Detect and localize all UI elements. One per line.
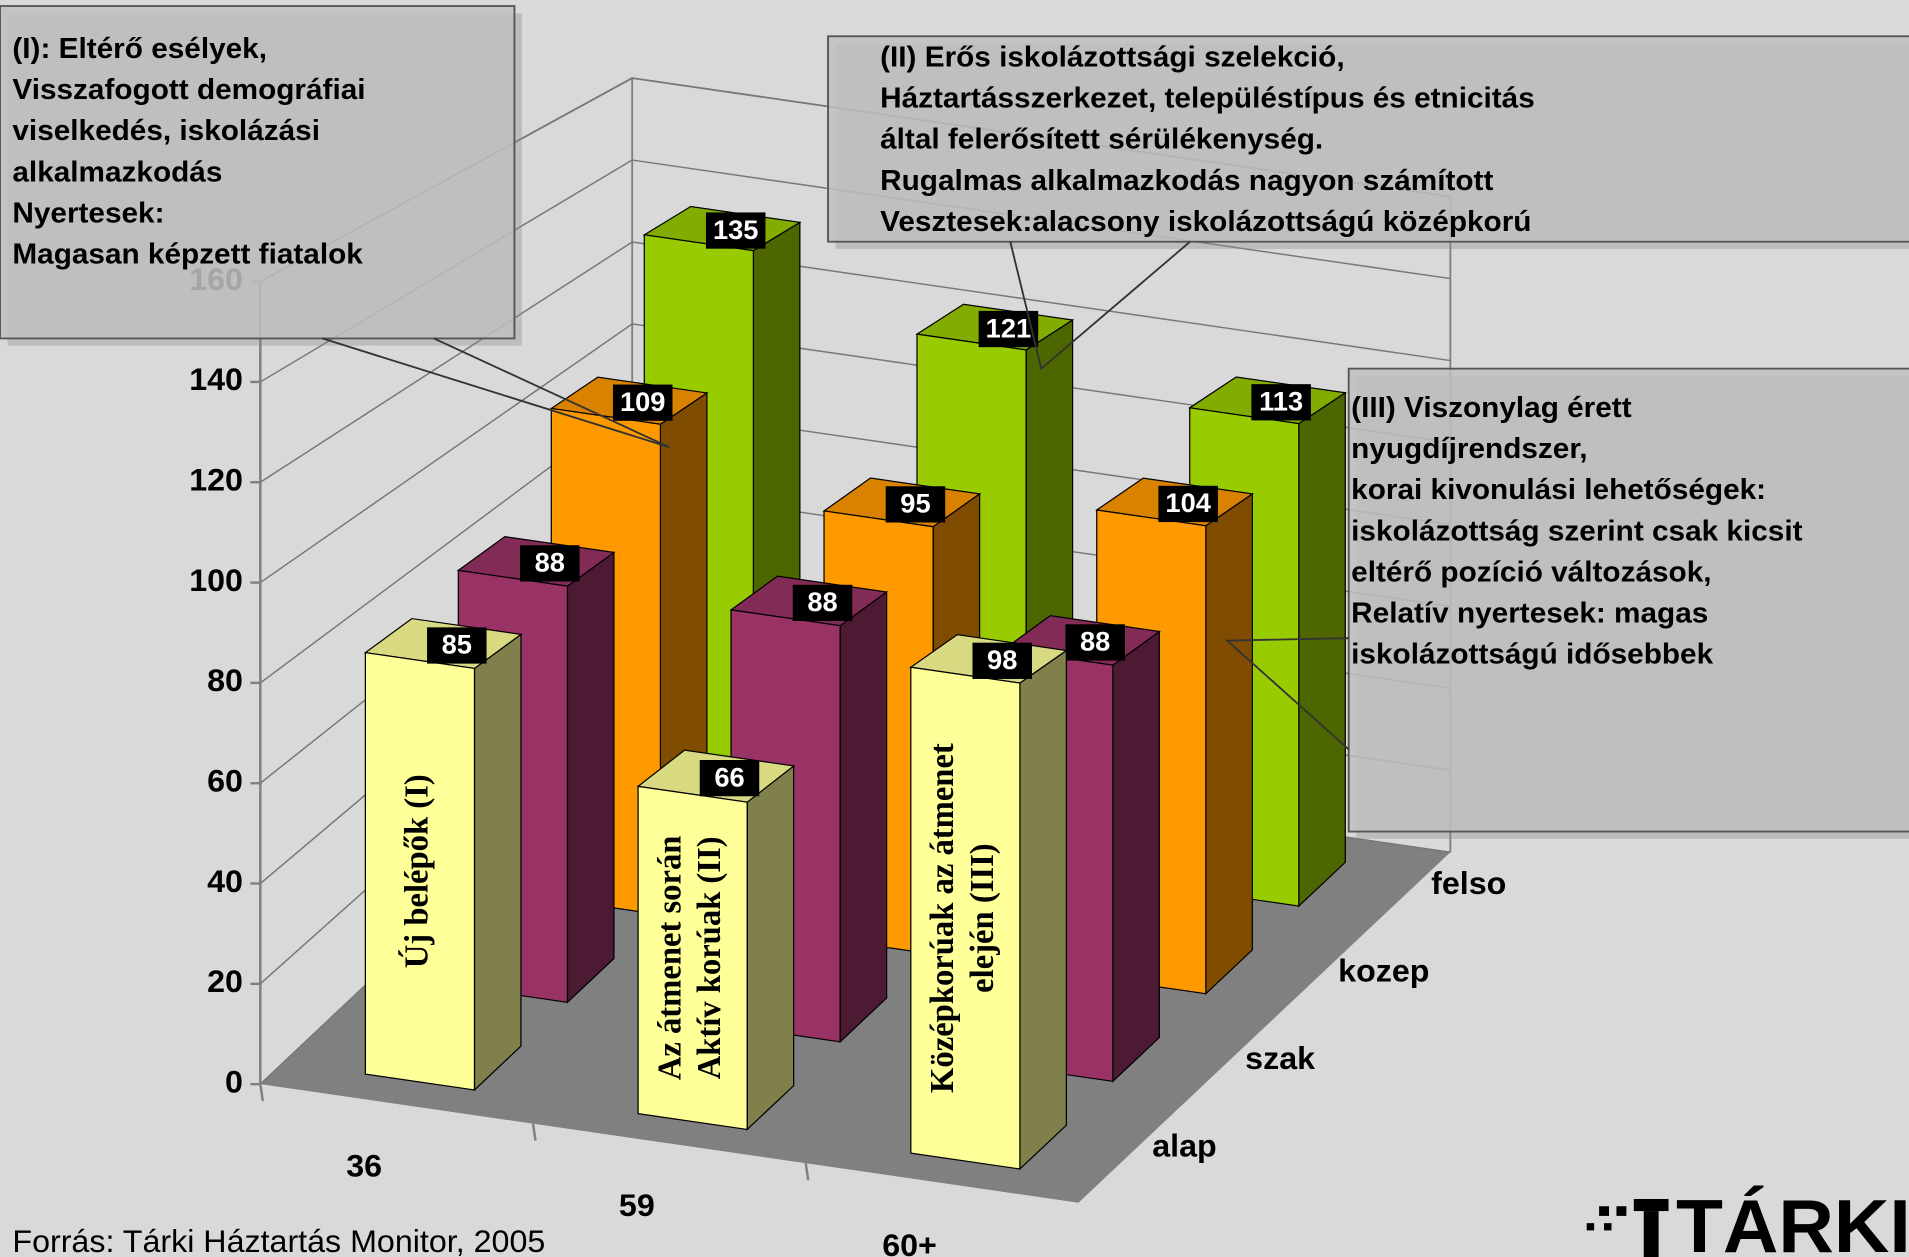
callout-pointer [1009,241,1191,371]
annotations: (I): Eltérő esélyek, Visszafogott demográ… [0,5,1909,839]
value-label-bg [792,584,853,622]
x-tick [259,1083,265,1102]
value-label-bg [699,760,760,797]
source: Forrás: Tárki Háztartás Monitor, 2005 [12,1224,545,1257]
y-tick-label: 40 [207,863,243,899]
value-label-bg [1158,485,1218,523]
bar-side [1205,492,1253,996]
annotation-line: nyugdíjrendszer, [1351,432,1587,465]
value-label: 113 [1259,387,1303,417]
annotation-line: által felerősített sérülékenység. [880,123,1323,156]
bar-side [566,551,615,1004]
annotation-line: eltérő pozíció változások, [1351,556,1711,589]
legend-label: felso [1431,865,1506,901]
bar-annotation-line: Új belépők (I) [397,774,435,968]
bar-side [746,764,795,1131]
annotation-line: viselkedés, iskolázási [12,115,320,148]
bar-side [1019,649,1067,1171]
annotation-line: korai kivonulási lehetőségek: [1351,474,1766,507]
value-label: 135 [713,215,759,245]
y-tick-label: 60 [207,763,243,799]
annotation-line: Magasan képzett fiatalok [12,238,363,271]
value-label-bg [427,627,487,664]
callout-box [827,35,1909,243]
bar-front [364,651,476,1091]
bar-annotation-line: Aktív korúak (II) [692,836,728,1079]
annotation-line: iskolázottság szerint csak kicsit [1351,515,1803,548]
bar-annotation-line: Az átmenet során [652,836,688,1081]
bar-front [910,666,1021,1170]
value-label: 104 [1165,488,1211,518]
annotation-line: (I): Eltérő esélyek, [12,32,267,65]
value-label: 88 [1080,627,1110,657]
value-label: 66 [714,763,744,793]
x-tick [531,1123,537,1141]
bar-annotation: Új belépők (I) [397,774,435,968]
annotation-line: Vesztesek:alacsony iskolázottságú középk… [880,205,1531,238]
annotation-line: (III) Viszonylag érett [1351,391,1632,424]
annotation-line: iskolázottságú idősebbek [1351,638,1714,671]
callout-box [0,5,516,340]
annotation-line: Relatív nyertesek: magas [1351,597,1708,630]
bar-annotation: Középkorúak az átmenet elején (III) [925,743,1001,1093]
bar-side [1112,630,1160,1083]
callout-box [1347,367,1909,833]
y-tick-label: 0 [225,1064,243,1100]
value-label: 85 [442,630,472,660]
logo: TÁRKI [1676,1185,1909,1257]
value-label: 88 [807,587,837,617]
bar-side [473,633,522,1092]
bar-annotation-line: elején (III) [965,843,1001,992]
value-label: 95 [900,489,930,519]
bars: 135 121 113 109 95 104 88 88 88 Új belépők (I) 85 A… [363,205,1347,1171]
legend-label: kozep [1338,953,1429,989]
y-tick-label: 80 [207,663,243,699]
value-label-bg [972,642,1032,679]
value-label: 88 [535,548,565,578]
value-label: 98 [987,645,1017,675]
grid-line [259,241,1451,483]
y-tick-label: 100 [189,562,243,598]
annotation-line: Visszafogott demográfiai [12,73,365,106]
x-tick [804,1163,810,1181]
grid-line [259,323,1451,584]
value-label-bg [1251,384,1311,421]
bar-front [637,785,748,1131]
annotation-line: Háztartásszerkezet, településtípus és et… [880,82,1535,115]
value-label: 109 [620,387,665,417]
bar [363,617,523,1092]
y-tick-label: 20 [207,964,243,1000]
x-tick-label: 60+ [882,1227,937,1257]
annotation-line: alkalmazkodás [12,156,222,189]
value-label: 121 [986,314,1032,344]
value-label-bg [1065,624,1125,661]
y-tick-label: 140 [189,362,243,398]
callout-pointer [322,337,670,449]
bar [909,634,1068,1171]
callout-pointer [1224,637,1350,751]
x-tick-label: 36 [346,1148,382,1184]
value-label-bg [885,486,946,523]
y-tick-label: 120 [189,462,243,498]
value-label-bg [705,212,766,249]
annotation-line: (II) Erős iskolázottsági szelekció, [880,41,1344,74]
bar-side [1298,391,1346,908]
bar-annotation-line: Középkorúak az átmenet [925,743,961,1093]
value-label-bg [520,545,580,582]
bar-side [839,590,888,1044]
value-label-bg [612,384,673,421]
bar-annotation: Az átmenet során Aktív korúak (II) [652,836,728,1081]
annotation-line: Nyertesek: [12,197,164,230]
annotation-line: Rugalmas alkalmazkodás nagyon számított [880,164,1493,197]
x-tick-label: 59 [619,1188,655,1224]
logo-icon [1586,1198,1669,1257]
legend-label: szak [1245,1040,1315,1076]
legend-label: alap [1152,1128,1216,1164]
